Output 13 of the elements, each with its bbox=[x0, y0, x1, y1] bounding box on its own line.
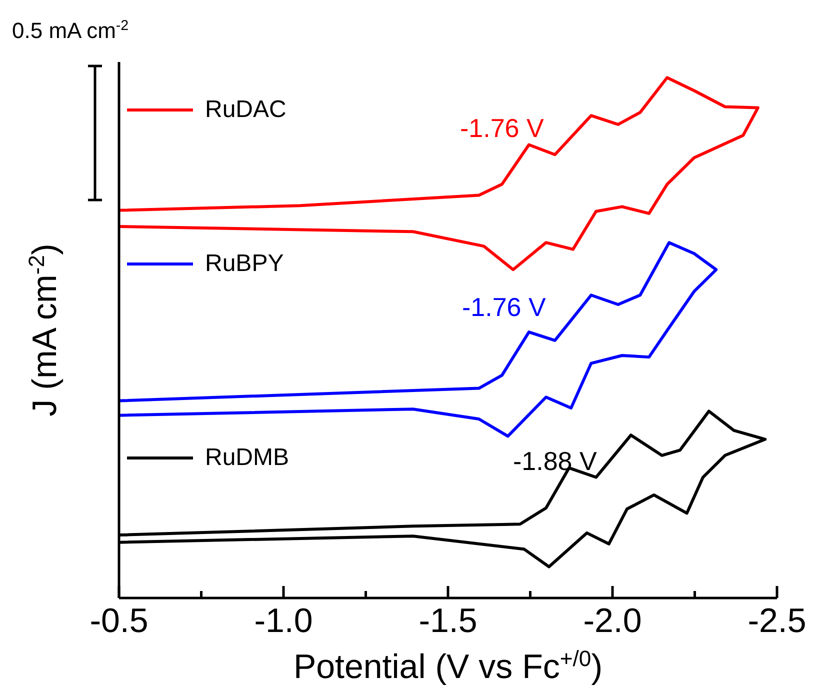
annotation: -1.76 V bbox=[460, 113, 544, 144]
annotation: -1.76 V bbox=[462, 292, 546, 323]
x-tick-label: -0.5 bbox=[90, 602, 148, 640]
legend-label: RuDMB bbox=[205, 444, 290, 472]
text: 0.5 mA cm$^{-2}$ bbox=[12, 18, 129, 43]
legend-label: RuBPY bbox=[205, 250, 284, 278]
annotation: -1.88 V bbox=[513, 446, 597, 477]
x-tick-label: -2.5 bbox=[748, 602, 806, 640]
legend-label: RuDAC bbox=[205, 96, 286, 124]
x-tick-label: -1.5 bbox=[418, 602, 478, 640]
x-tick-label: -1.0 bbox=[254, 602, 313, 640]
x-tick-label: -2.0 bbox=[583, 602, 642, 640]
x-axis-title: Potential (V vs Fc$^{+/0}$) bbox=[293, 646, 603, 686]
